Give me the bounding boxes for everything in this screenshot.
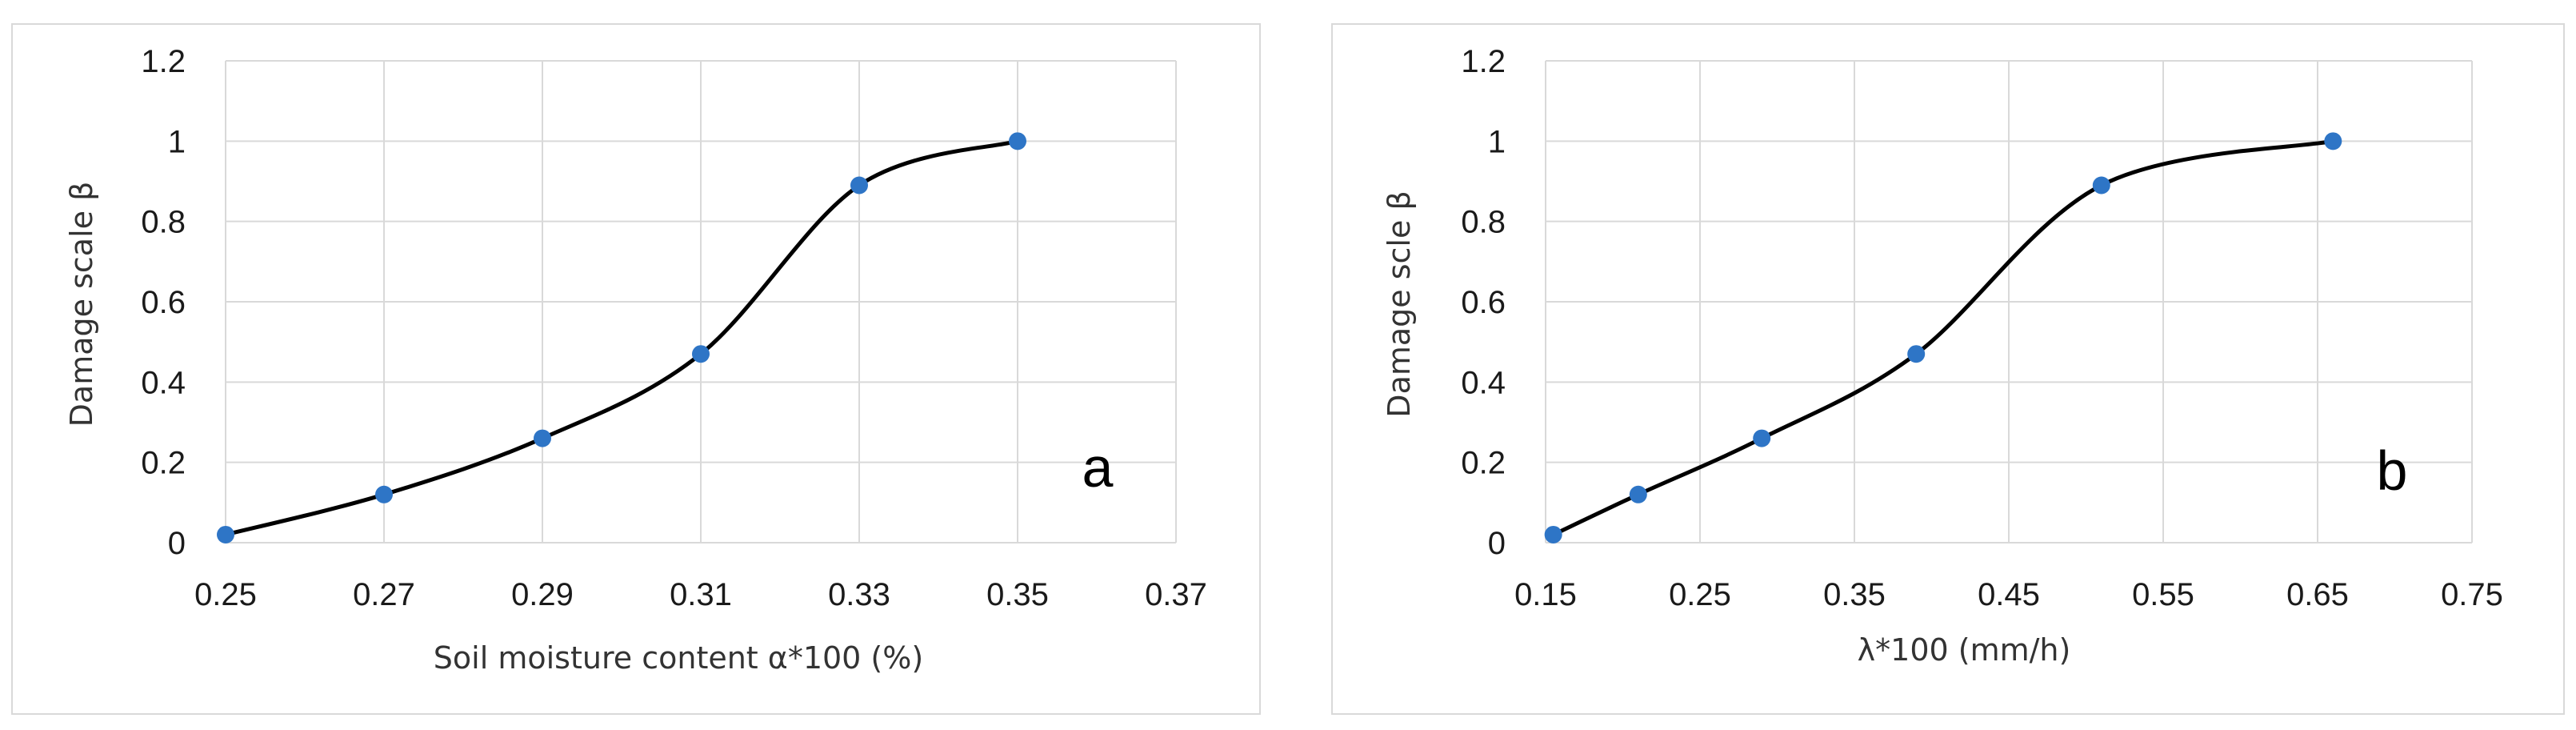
chart-a-data-point-3 <box>534 429 551 447</box>
chart-a-y-tick-labels: 0 0.2 0.4 0.6 0.8 1 1.2 <box>141 44 186 561</box>
chart-a-data-points <box>217 132 1026 543</box>
chart-b-y-tick-label: 0.6 <box>1461 285 1506 320</box>
chart-a-y-tick-label: 0.8 <box>141 205 186 240</box>
chart-a-y-axis-title: Damage scale β <box>64 182 99 427</box>
chart-b-y-tick-label: 0.2 <box>1461 446 1506 481</box>
chart-a-x-tick-label: 0.37 <box>1145 577 1207 612</box>
chart-b-y-tick-label: 1.2 <box>1461 44 1506 79</box>
chart-b-y-axis-title: Damage scle β <box>1382 191 1417 417</box>
chart-a-x-axis-title: Soil moisture content α*100 (%) <box>434 640 923 676</box>
chart-a-data-point-2 <box>375 485 393 503</box>
chart-b-y-tick-label: 1 <box>1488 124 1506 159</box>
chart-a-frame <box>11 23 1261 715</box>
chart-a-y-tick-label: 0.4 <box>141 365 186 400</box>
chart-a-y-tick-label: 0 <box>168 526 186 561</box>
chart-b-frame <box>1331 23 2565 715</box>
chart-b-x-tick-label: 0.45 <box>1978 577 2040 612</box>
chart-a-series-line <box>225 138 1018 537</box>
chart-b-y-tick-labels: 0 0.2 0.4 0.6 0.8 1 1.2 <box>1461 44 1506 561</box>
chart-a-y-tick-label: 0.6 <box>141 285 186 320</box>
chart-a-y-tick-label: 1.2 <box>141 44 186 79</box>
chart-a-x-tick-label: 0.27 <box>353 577 415 612</box>
chart-b-data-point-5 <box>2092 176 2110 195</box>
chart-a-data-point-4 <box>692 345 710 363</box>
chart-b-data-point-4 <box>1907 345 1926 363</box>
chart-a-y-tick-label: 0.2 <box>141 446 186 481</box>
chart-b-x-tick-label: 0.65 <box>2286 577 2349 612</box>
chart-b: 00.20.40.60.811.2 0.15 0.25 0.35 0.45 0.55 0.… <box>1331 23 2565 715</box>
chart-b-panel-label: b <box>2377 439 2408 502</box>
chart-b-y-tick-label: 0 <box>1488 526 1506 561</box>
chart-b-data-point-6 <box>2324 132 2342 150</box>
chart-a-x-tick-labels: 0.25 0.27 0.29 0.31 0.33 0.35 0.37 <box>194 577 1207 612</box>
chart-a-data-point-5 <box>850 176 868 195</box>
chart-b-x-tick-label: 0.55 <box>2132 577 2194 612</box>
chart-b-x-tick-label: 0.15 <box>1514 577 1577 612</box>
chart-b-x-tick-label: 0.75 <box>2441 577 2503 612</box>
chart-a-x-tick-label: 0.35 <box>986 577 1049 612</box>
chart-b-y-tick-label: 0.4 <box>1461 365 1506 400</box>
chart-b-y-tick-label: 0.8 <box>1461 205 1506 240</box>
chart-a-data-point-6 <box>1009 132 1026 150</box>
chart-a-x-tick-label: 0.33 <box>828 577 890 612</box>
chart-b-gridlines <box>1545 60 2473 543</box>
chart-b-data-point-3 <box>1753 429 1771 447</box>
chart-a-panel-label: a <box>1082 436 1114 499</box>
chart-b-x-tick-labels: 0.15 0.25 0.35 0.45 0.55 0.65 0.75 <box>1514 577 2503 612</box>
chart-a-data-point-1 <box>217 525 234 543</box>
chart-a: 00.20.40.60.811.2 0.25 0.27 0.29 0.31 0.33 0.… <box>11 23 1261 715</box>
chart-a-x-tick-label: 0.29 <box>511 577 574 612</box>
chart-a-x-tick-label: 0.31 <box>670 577 732 612</box>
chart-a-x-tick-label: 0.25 <box>194 577 257 612</box>
chart-b-data-points <box>1544 132 2342 543</box>
chart-a-y-tick-label: 1 <box>168 124 186 159</box>
chart-b-x-tick-label: 0.25 <box>1669 577 1731 612</box>
chart-b-data-point-2 <box>1629 485 1647 503</box>
chart-b-x-tick-label: 0.35 <box>1823 577 1886 612</box>
chart-b-x-axis-title: λ*100 (mm/h) <box>1858 632 2071 668</box>
chart-b-data-point-1 <box>1544 525 1562 543</box>
